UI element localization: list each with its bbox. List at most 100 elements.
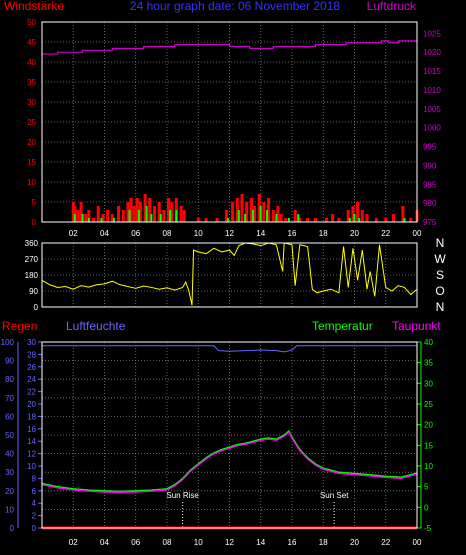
wind-mean-bar bbox=[403, 218, 406, 222]
sun-annotations: Sun Rise Sun Set bbox=[166, 491, 349, 528]
pressure-tick-label: 995 bbox=[423, 143, 437, 152]
direction-y-tick-label: 90 bbox=[29, 287, 38, 296]
wind-gust-bar bbox=[143, 194, 147, 222]
wind-gust-bar bbox=[87, 210, 91, 222]
wind-gust-bar bbox=[360, 210, 364, 222]
wind-y-tick-label: 0 bbox=[32, 218, 37, 227]
wind-gust-bar bbox=[157, 202, 161, 222]
dewpoint-axis-label: Taupunkt bbox=[392, 319, 441, 333]
wind-mean-bar bbox=[137, 210, 140, 222]
wind-x-tick-label: 12 bbox=[225, 229, 234, 238]
wind-gust-bar bbox=[110, 214, 114, 222]
direction-y-tick-label: 270 bbox=[25, 255, 39, 264]
temperature-tick-label: -5 bbox=[424, 524, 432, 533]
temperature-tick-label: 0 bbox=[424, 503, 429, 512]
wind-gust-bar bbox=[356, 202, 360, 222]
pressure-tick-label: 975 bbox=[423, 218, 437, 227]
wind-mean-bar bbox=[259, 206, 262, 222]
chart-title: 24 hour graph date: 06 November 2018 bbox=[130, 0, 340, 13]
wind-mean-bar bbox=[169, 210, 172, 222]
sun-annotation-label: Sun Set bbox=[320, 491, 349, 500]
wind-gust-bar bbox=[138, 202, 142, 222]
wind-gust-bar bbox=[117, 206, 121, 222]
wind-x-tick-label: 18 bbox=[319, 229, 328, 238]
wind-gust-bar bbox=[351, 206, 355, 222]
wind-gust-bar bbox=[384, 218, 388, 222]
temp-grid bbox=[42, 341, 418, 529]
humidity-tick-label: 8 bbox=[32, 474, 37, 483]
humidity-tick-label: 10 bbox=[27, 462, 36, 471]
wind-mean-bar bbox=[275, 214, 278, 222]
wind-x-tick-label: 14 bbox=[256, 229, 265, 238]
wind-grid bbox=[42, 21, 418, 223]
wind-gust-bar bbox=[267, 198, 271, 222]
wind-mean-bar bbox=[353, 214, 356, 222]
wind-gust-bar bbox=[298, 218, 302, 222]
wind-gust-bar bbox=[279, 214, 283, 222]
humidity-tick-label: 26 bbox=[27, 363, 36, 372]
direction-y-tick-label: 360 bbox=[25, 239, 39, 248]
wind-x-tick-labels: 02 04 06 08 10 12 14 16 18 20 22 00 bbox=[69, 229, 422, 238]
temp-x-tick-label: 04 bbox=[100, 538, 109, 547]
rain-tick-label: 50 bbox=[5, 431, 14, 440]
wind-gust-bar bbox=[284, 218, 288, 222]
wind-gust-bar bbox=[262, 202, 266, 222]
temperature-tick-label: 5 bbox=[424, 483, 429, 492]
temperature-tick-label: 15 bbox=[424, 441, 433, 450]
temp-x-tick-label: 06 bbox=[131, 538, 140, 547]
compass-letter: N bbox=[436, 236, 445, 250]
wind-y-tick-label: 5 bbox=[32, 198, 37, 207]
wind-y-tick-label: 50 bbox=[27, 18, 36, 27]
rain-axis-label: Regen bbox=[2, 319, 37, 333]
compass-letter: O bbox=[435, 284, 444, 298]
wind-mean-bar bbox=[287, 218, 290, 222]
wind-gust-bars bbox=[71, 194, 419, 222]
wind-mean-bar bbox=[175, 210, 178, 222]
wind-gust-bar bbox=[271, 210, 275, 222]
humidity-tick-label: 22 bbox=[27, 388, 36, 397]
temp-x-tick-label: 14 bbox=[256, 538, 265, 547]
wind-x-tick-label: 10 bbox=[194, 229, 203, 238]
wind-gust-bar bbox=[182, 210, 186, 222]
wind-y-tick-label: 20 bbox=[27, 138, 36, 147]
pressure-tick-label: 980 bbox=[423, 199, 437, 208]
wind-mean-bar bbox=[226, 218, 229, 222]
humidity-tick-label: 6 bbox=[32, 487, 37, 496]
wind-gust-bar bbox=[392, 214, 396, 222]
wind-plot-frame bbox=[41, 21, 418, 223]
rain-tick-label: 10 bbox=[5, 505, 14, 514]
wind-gust-bar bbox=[167, 198, 171, 222]
humidity-tick-label: 30 bbox=[27, 338, 36, 347]
wind-pressure-panel: Windstärke 24 hour graph date: 06 Novemb… bbox=[4, 0, 441, 238]
humidity-line bbox=[42, 345, 417, 353]
pressure-tick-label: 1005 bbox=[423, 105, 441, 114]
temp-x-tick-label: 18 bbox=[319, 538, 328, 547]
wind-y-tick-label: 40 bbox=[27, 58, 36, 67]
wind-gust-bar bbox=[235, 198, 239, 222]
rain-tick-label: 30 bbox=[5, 468, 14, 477]
wind-mean-bar bbox=[81, 214, 84, 222]
wind-y-tick-label: 30 bbox=[27, 98, 36, 107]
wind-gust-bar bbox=[374, 218, 378, 222]
wind-gust-bar bbox=[331, 214, 335, 222]
wind-y-tick-labels: 0 5 10 15 20 25 30 35 40 45 50 bbox=[27, 18, 36, 227]
wind-mean-bar bbox=[73, 214, 76, 222]
direction-grid bbox=[42, 242, 417, 308]
wind-gust-bar bbox=[215, 218, 219, 222]
humidity-axis-label: Luftfeuchte bbox=[66, 319, 126, 333]
pressure-axis-label: Luftdruck bbox=[367, 0, 417, 13]
wind-y-tick-label: 10 bbox=[27, 178, 36, 187]
wind-axis-label: Windstärke bbox=[4, 0, 64, 13]
temp-x-tick-label: 00 bbox=[413, 538, 422, 547]
temp-x-tick-label: 16 bbox=[288, 538, 297, 547]
wind-gust-bar bbox=[231, 202, 235, 222]
pressure-tick-label: 985 bbox=[423, 180, 437, 189]
humidity-tick-label: 24 bbox=[27, 375, 36, 384]
temperature-tick-label: 20 bbox=[424, 421, 433, 430]
rain-tick-label: 40 bbox=[5, 450, 14, 459]
wind-gust-bar bbox=[71, 202, 75, 222]
rain-tick-label: 60 bbox=[5, 412, 14, 421]
temperature-humidity-panel: Regen Luftfeuchte Temperatur Taupunkt 0 1… bbox=[1, 319, 442, 547]
humidity-tick-label: 0 bbox=[32, 524, 37, 533]
